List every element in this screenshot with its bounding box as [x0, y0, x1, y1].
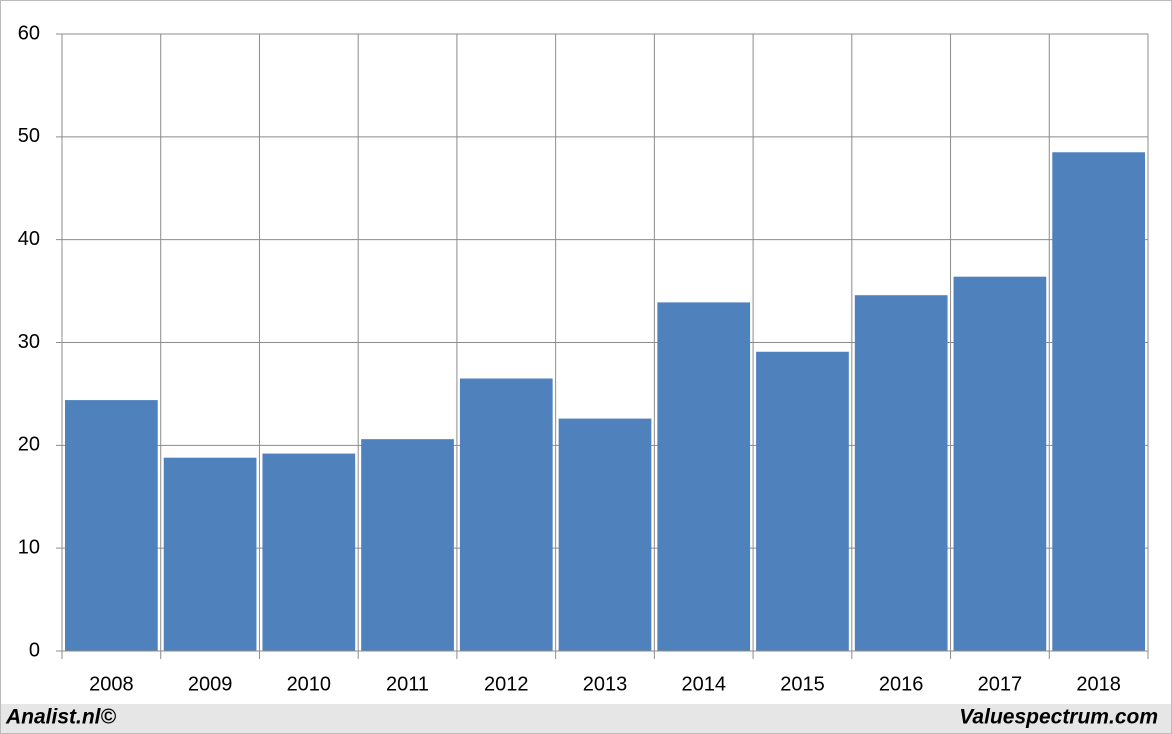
- footer-strip: [1, 704, 1171, 733]
- bar: [262, 453, 356, 651]
- bar: [756, 351, 849, 651]
- y-tick-label: 30: [18, 331, 40, 353]
- bar: [558, 418, 652, 651]
- bar: [163, 457, 257, 651]
- x-tick-label: 2014: [681, 673, 726, 695]
- y-tick-label: 40: [18, 228, 40, 250]
- credit-left: Analist.nl©: [5, 706, 117, 729]
- x-tick-label: 2017: [978, 673, 1023, 695]
- x-tick-label: 2015: [780, 673, 825, 695]
- x-tick-label: 2009: [188, 673, 233, 695]
- x-tick-label: 2011: [386, 673, 429, 695]
- x-tick-label: 2008: [89, 673, 134, 695]
- y-tick-label: 0: [29, 639, 40, 661]
- bar: [65, 400, 158, 651]
- bar: [361, 439, 454, 651]
- bar: [459, 378, 553, 651]
- y-tick-label: 50: [18, 125, 40, 147]
- x-tick-label: 2012: [484, 673, 529, 695]
- x-tick-label: 2013: [583, 673, 628, 695]
- x-tick-label: 2016: [879, 673, 924, 695]
- bar: [1052, 152, 1145, 651]
- y-tick-label: 60: [18, 22, 40, 44]
- credit-right: Valuespectrum.com: [959, 706, 1158, 729]
- bar: [657, 302, 751, 651]
- x-tick-label: 2010: [287, 673, 332, 695]
- y-tick-label: 10: [18, 536, 40, 558]
- y-tick-label: 20: [18, 434, 40, 456]
- bar: [854, 295, 948, 651]
- x-tick-label: 2018: [1076, 673, 1121, 695]
- bar: [953, 276, 1047, 651]
